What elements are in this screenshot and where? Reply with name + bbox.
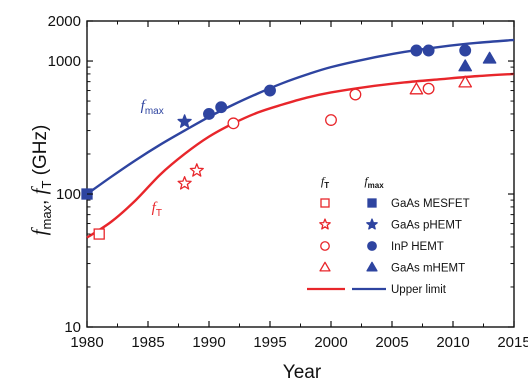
annotation-fT: fT [152,200,162,219]
y-axis-title-f2: f [27,185,51,194]
curve-annotations: fmax fT [141,98,164,219]
data-point-inp-hemt-fmax [459,44,472,57]
data-points [81,44,497,240]
data-point-gaas-mhemt-fmax [482,51,497,64]
y-tick-label: 10 [64,319,81,336]
data-point-inp-hemt-fT [227,117,240,130]
data-point-inp-hemt-fmax [410,44,423,57]
data-point-inp-hemt-fT [422,82,435,95]
legend-label: Upper limit [391,284,447,296]
y-axis-title-sep: , [30,194,51,205]
legend-marker-fT [319,261,331,272]
data-point-gaas-phemt-fmax [177,114,192,128]
data-point-inp-hemt-fmax [264,84,276,97]
data-point-inp-hemt-fmax [203,108,215,120]
x-tick-label: 1995 [253,334,286,351]
upper-limit-curve-fT [86,72,515,239]
data-point-inp-hemt-fT [325,114,337,126]
y-tick-label: 100 [56,186,81,203]
legend-marker-fT [320,198,330,208]
y-axis-title-sub2: T [39,181,54,189]
x-tick-label: 2000 [314,334,347,351]
legend-label: GaAs pHEMT [391,220,462,232]
data-point-inp-hemt-fmax [422,44,435,57]
plot-border [86,20,515,328]
plot-frame [86,20,515,328]
annotation-fmax: fmax [141,98,164,117]
axis-ticks: 1980 1985 1990 1995 2000 2005 2010 2015 10 100 100… [48,13,528,351]
legend-marker-fmax [367,241,377,251]
legend-label: GaAs MESFET [391,198,470,210]
legend: fT fmax GaAs MESFET GaAs pHEMT InP HEMT GaAs … [307,174,470,296]
legend-marker-fT [319,218,331,230]
legend-marker-fT [320,241,330,251]
legend-label: GaAs mHEMT [391,263,465,275]
legend-header-fT: fT [321,174,329,190]
data-point-inp-hemt-fT [349,88,362,101]
data-point-gaas-mesfet-fT [93,228,105,240]
data-point-gaas-phemt-fT [177,176,192,190]
y-axis-title: fmax, fT (GHz) [27,125,54,236]
legend-header-fmax: fmax [364,174,384,190]
data-point-gaas-phemt-fT [189,163,204,177]
data-point-gaas-mhemt-fT [458,75,473,88]
x-tick-label: 1985 [131,334,164,351]
y-axis-title-f1: f [27,226,51,235]
x-axis-title: Year [283,362,322,383]
data-point-inp-hemt-fmax [215,101,228,114]
upper-limit-curve-fmax [86,38,515,195]
x-tick-label: 2015 [497,334,528,351]
x-tick-label: 1980 [70,334,103,351]
y-axis-title-sub1: max [39,204,54,229]
data-point-gaas-mhemt-fT [409,82,424,95]
y-tick-label: 2000 [48,13,81,30]
x-tick-label: 2005 [375,334,408,351]
legend-marker-fmax [367,198,377,208]
legend-marker-fmax [366,261,378,272]
x-tick-label: 2010 [436,334,469,351]
legend-label: InP HEMT [391,241,444,253]
y-tick-label: 1000 [48,53,81,70]
legend-marker-fmax [366,218,378,230]
x-tick-label: 1990 [192,334,225,351]
data-point-gaas-mhemt-fmax [458,59,473,72]
y-axis-title-unit: (GHz) [30,125,51,181]
